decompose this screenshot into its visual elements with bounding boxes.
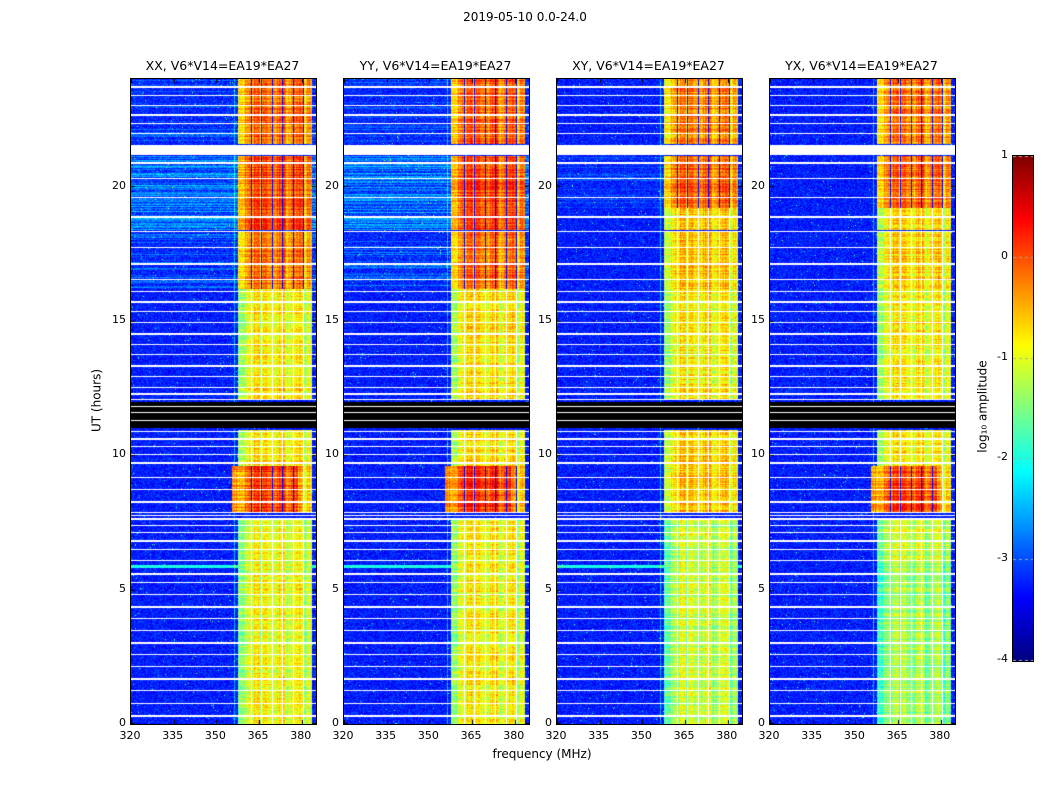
- x-tick-label: 365: [247, 729, 269, 742]
- x-tick-label: 335: [162, 729, 184, 742]
- y-tick-label: 15: [751, 312, 765, 326]
- x-tick-label: 335: [588, 729, 610, 742]
- panel-title-yy: YY, V6*V14=EA19*EA27: [359, 58, 512, 73]
- x-tick-label: 320: [758, 729, 780, 742]
- x-tick-label: 350: [843, 729, 865, 742]
- colorbar-tick-label: -1: [997, 349, 1008, 363]
- y-tick-label: 20: [751, 178, 765, 192]
- x-tick-label: 365: [673, 729, 695, 742]
- y-tick-label: 5: [332, 581, 339, 595]
- x-tick-label: 380: [290, 729, 312, 742]
- y-axis-label: UT (hours): [89, 368, 104, 433]
- spectrogram-xy: [556, 78, 743, 725]
- x-tick-label: 320: [545, 729, 567, 742]
- x-tick-label: 335: [375, 729, 397, 742]
- y-tick-label: 10: [325, 447, 339, 461]
- y-tick-label: 20: [112, 178, 126, 192]
- colorbar-tick-label: 0: [1001, 248, 1008, 262]
- x-tick-label: 380: [929, 729, 951, 742]
- x-axis-label: frequency (MHz): [492, 747, 592, 761]
- y-tick-label: 10: [112, 447, 126, 461]
- y-tick-label: 15: [112, 312, 126, 326]
- y-tick-label: 0: [545, 716, 552, 729]
- x-tick-label: 350: [204, 729, 226, 742]
- colorbar-tick-label: -4: [997, 652, 1008, 665]
- x-tick-label: 335: [801, 729, 823, 742]
- y-tick-label: 15: [538, 312, 552, 326]
- y-tick-label: 10: [751, 447, 765, 461]
- colorbar-tick-label: -2: [997, 450, 1008, 464]
- x-tick-label: 350: [630, 729, 652, 742]
- x-tick-label: 320: [119, 729, 141, 742]
- x-tick-label: 320: [332, 729, 354, 742]
- x-tick-label: 365: [460, 729, 482, 742]
- figure-title: 2019-05-10 0.0-24.0: [463, 10, 587, 24]
- panel-title-xy: XY, V6*V14=EA19*EA27: [572, 58, 725, 73]
- y-tick-label: 0: [758, 716, 765, 729]
- spectrogram-yx: [769, 78, 956, 725]
- x-tick-label: 380: [716, 729, 738, 742]
- y-tick-label: 20: [538, 178, 552, 192]
- y-tick-label: 5: [119, 581, 126, 595]
- x-tick-label: 365: [886, 729, 908, 742]
- y-tick-label: 0: [332, 716, 339, 729]
- colorbar-gradient: [1012, 155, 1034, 662]
- spectrogram-yy: [343, 78, 530, 725]
- x-tick-label: 350: [417, 729, 439, 742]
- y-tick-label: 5: [545, 581, 552, 595]
- colorbar-tick-label: -3: [997, 551, 1008, 565]
- panel-title-xx: XX, V6*V14=EA19*EA27: [145, 58, 300, 73]
- y-tick-label: 20: [325, 178, 339, 192]
- y-tick-label: 10: [538, 447, 552, 461]
- y-tick-label: 0: [119, 716, 126, 729]
- y-tick-label: 15: [325, 312, 339, 326]
- y-tick-label: 5: [758, 581, 765, 595]
- spectrogram-xx: [130, 78, 317, 725]
- x-tick-label: 380: [503, 729, 525, 742]
- colorbar-tick-label: 1: [1001, 148, 1008, 161]
- panel-title-yx: YX, V6*V14=EA19*EA27: [785, 58, 938, 73]
